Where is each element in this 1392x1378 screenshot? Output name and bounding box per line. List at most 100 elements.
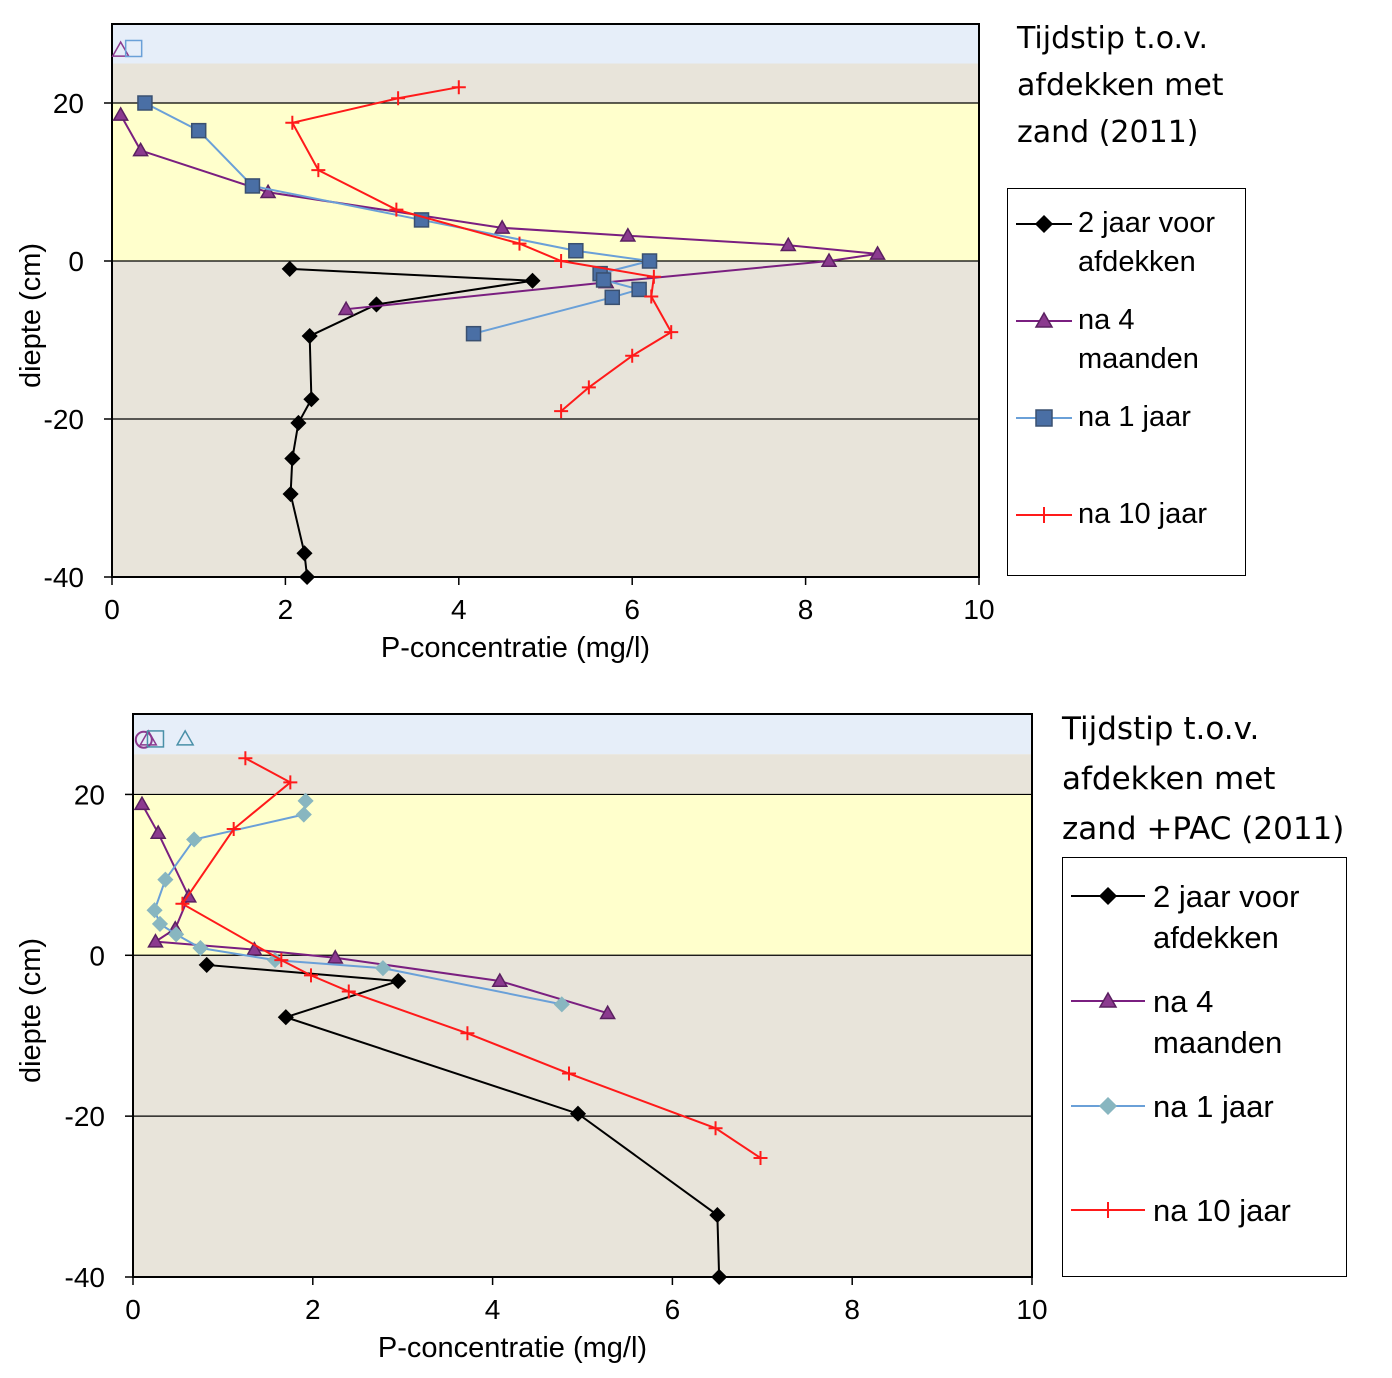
series-line: [119, 114, 878, 311]
x-axis-label: P-concentratie (mg/l): [378, 1332, 647, 1364]
legend-swatch: [1071, 886, 1145, 906]
plot-area-frame: [132, 713, 1033, 1278]
x-tick-label: 0: [125, 1294, 141, 1325]
legend-swatch: [1071, 991, 1145, 1008]
depth-profile-chart-sand: 0 2 4 6 8 10 -40 -20 0 20 P-concentratie (mg/l) die…: [15, 23, 995, 664]
surface-water-point: [134, 730, 153, 749]
data-point: [493, 219, 511, 234]
data-point: [133, 795, 151, 811]
data-point: [284, 450, 301, 467]
legend-swatch-marker: [1036, 507, 1052, 523]
data-point: [625, 348, 640, 363]
legend-swatch-marker: [1035, 409, 1053, 427]
x-tick-label: 4: [451, 594, 467, 625]
depth-zone: [133, 794, 1032, 956]
data-point: [132, 141, 149, 157]
data-point: [341, 984, 356, 999]
data-point: [753, 1150, 768, 1165]
y-axis-label: diepte (cm): [15, 243, 47, 388]
data-point: [277, 1009, 294, 1026]
data-point: [569, 1105, 587, 1122]
data-point: [820, 252, 838, 267]
data-point: [259, 183, 277, 199]
chart-panel-sand-pac: 0 2 4 6 8 10 -40 -20 0 20 P-concentratie (mg/l) die…: [0, 690, 1392, 1378]
depth-zone: [112, 24, 979, 64]
data-point: [301, 327, 318, 345]
series-3: [146, 792, 570, 1013]
surface-water-point: [175, 729, 195, 746]
x-axis-label: P-concentratie (mg/l): [381, 632, 650, 664]
data-point: [619, 227, 637, 242]
series-4: [175, 751, 768, 1165]
legend-title: Tijdstip t.o.v. afdekken met zand +PAC (…: [1062, 711, 1345, 847]
data-point: [238, 751, 253, 766]
data-point: [512, 236, 527, 251]
legend-label: na 10 jaar: [1078, 498, 1207, 530]
data-point: [146, 902, 163, 919]
data-point: [186, 831, 203, 848]
data-point: [137, 95, 153, 111]
data-point: [553, 996, 570, 1013]
legend-swatch: [1071, 1202, 1145, 1218]
chart-legend: 2 jaar voor afdekken na 4 maanden na 1 jaa…: [1007, 188, 1246, 576]
y-tick-label: 0: [89, 940, 105, 971]
y-tick-label: -20: [44, 404, 84, 435]
surface-water-point: [138, 729, 158, 746]
data-point: [246, 941, 263, 956]
legend-label: 2 jaar voor afdekken: [1078, 207, 1216, 278]
series-line: [206, 963, 721, 1278]
data-point: [664, 325, 679, 340]
data-point: [554, 404, 569, 419]
legend-swatch: [1016, 507, 1072, 523]
data-point: [112, 106, 129, 121]
x-tick-label: 2: [278, 594, 294, 625]
series-line: [289, 267, 533, 578]
data-point: [641, 253, 658, 269]
data-point: [644, 289, 659, 304]
surface-water-point: [124, 39, 143, 58]
surface-water-markers: [134, 729, 195, 749]
legend-label: na 4 maanden: [1153, 984, 1283, 1060]
data-point: [326, 949, 344, 964]
legend-label: na 1 jaar: [1153, 1089, 1274, 1124]
legend-swatch: [1016, 214, 1072, 234]
data-point: [274, 953, 289, 968]
x-tick-label: 8: [844, 1294, 860, 1325]
legend-swatch: [1016, 311, 1072, 328]
data-point: [285, 115, 300, 130]
data-point: [604, 289, 621, 306]
x-tick-label: 0: [104, 594, 120, 625]
legend-swatch-marker: [1098, 886, 1118, 906]
depth-zone: [112, 103, 979, 261]
data-point: [390, 972, 407, 990]
data-point: [581, 380, 596, 395]
depth-zones: [112, 24, 979, 577]
data-point: [711, 1268, 728, 1286]
series-1: [198, 956, 728, 1286]
series-2: [133, 795, 616, 1020]
data-point: [244, 178, 261, 194]
data-point: [299, 568, 316, 586]
data-point: [631, 281, 647, 298]
legend-label: na 1 jaar: [1078, 401, 1191, 433]
depth-profile-chart-sand-pac: 0 2 4 6 8 10 -40 -20 0 20 P-concentratie (mg/l) die…: [15, 713, 1048, 1364]
data-point: [465, 325, 482, 342]
legend-swatch: [1071, 1096, 1145, 1116]
depth-zone: [133, 754, 1032, 795]
data-point: [599, 1004, 616, 1020]
surface-water-markers: [111, 39, 143, 58]
legend-label: na 4 maanden: [1078, 304, 1199, 375]
data-point: [296, 545, 313, 562]
data-point: [374, 960, 391, 977]
data-point: [157, 871, 174, 888]
data-point: [282, 485, 299, 503]
data-point: [147, 933, 164, 948]
surface-water-point: [146, 730, 165, 748]
surface-water-point: [111, 40, 130, 57]
legend-swatch-marker: [1034, 214, 1054, 234]
series-2: [112, 106, 886, 316]
data-point: [562, 1066, 577, 1081]
series-4: [285, 80, 679, 419]
data-point: [311, 163, 326, 178]
data-point: [709, 1207, 726, 1224]
